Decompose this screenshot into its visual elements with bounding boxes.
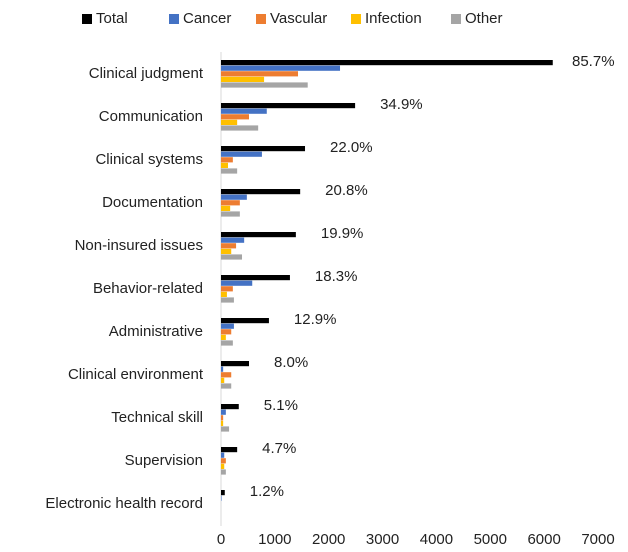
bar — [221, 162, 229, 168]
bar — [221, 146, 306, 152]
annotation: 18.3% — [315, 268, 358, 285]
bar — [221, 60, 553, 66]
bar — [221, 114, 250, 120]
bar — [221, 232, 296, 238]
annotation: 85.7% — [572, 53, 615, 70]
bar — [221, 248, 232, 254]
bar — [221, 340, 233, 346]
bar — [221, 490, 225, 496]
bar — [221, 361, 250, 367]
bar — [221, 205, 231, 211]
annotation: 4.7% — [262, 440, 296, 457]
legend-swatch — [169, 14, 179, 24]
x-tick-label: 3000 — [366, 531, 399, 548]
annotation: 8.0% — [274, 354, 308, 371]
bar — [221, 108, 267, 114]
x-tick-label: 2000 — [312, 531, 345, 548]
legend-label: Infection — [365, 10, 422, 27]
x-tick-label: 5000 — [474, 531, 507, 548]
category-label: Administrative — [109, 323, 203, 340]
bar — [221, 194, 247, 200]
bar — [221, 409, 226, 415]
bar — [221, 372, 232, 378]
bar — [221, 377, 225, 383]
bar — [221, 254, 243, 260]
bar — [221, 452, 225, 458]
bar — [221, 211, 240, 217]
bar — [221, 447, 238, 453]
legend-label: Other — [465, 10, 503, 27]
bar — [221, 76, 265, 82]
category-label: Documentation — [102, 194, 203, 211]
bar — [221, 71, 299, 77]
bar — [221, 200, 240, 206]
category-label: Clinical systems — [95, 151, 203, 168]
annotation: 34.9% — [380, 96, 423, 113]
legend-swatch — [351, 14, 361, 24]
bar — [221, 119, 238, 125]
category-label: Supervision — [125, 452, 203, 469]
bar — [221, 151, 262, 157]
legend-label: Cancer — [183, 10, 231, 27]
bar — [221, 237, 245, 243]
annotation: 19.9% — [321, 225, 364, 242]
bar — [221, 125, 259, 131]
legend-swatch — [451, 14, 461, 24]
bar — [221, 168, 238, 174]
bar — [221, 291, 227, 297]
annotation: 5.1% — [264, 397, 298, 414]
category-label: Communication — [99, 108, 203, 125]
category-label: Clinical environment — [68, 366, 204, 383]
annotation: 20.8% — [325, 182, 368, 199]
bar — [221, 82, 308, 88]
category-label: Clinical judgment — [89, 65, 204, 82]
bar — [221, 383, 232, 389]
bar — [221, 426, 230, 432]
x-tick-label: 7000 — [581, 531, 614, 548]
bar — [221, 404, 239, 410]
category-label: Electronic health record — [45, 495, 203, 512]
bar — [221, 415, 224, 421]
bar — [221, 323, 234, 329]
bar — [221, 495, 222, 501]
bar — [221, 65, 341, 71]
annotation: 22.0% — [330, 139, 373, 156]
bar — [221, 458, 226, 464]
bar — [221, 103, 356, 109]
x-tick-label: 0 — [217, 531, 225, 548]
x-tick-label: 4000 — [420, 531, 453, 548]
bar — [221, 318, 269, 324]
bar — [221, 297, 234, 303]
x-tick-label: 6000 — [527, 531, 560, 548]
legend-swatch — [82, 14, 92, 24]
bar — [221, 334, 226, 340]
bar — [221, 275, 290, 281]
category-label: Behavior-related — [93, 280, 203, 297]
bar — [221, 157, 233, 163]
bar — [221, 286, 233, 292]
category-label: Non-insured issues — [75, 237, 203, 254]
bar — [221, 189, 301, 195]
legend-label: Total — [96, 10, 128, 27]
annotation: 1.2% — [250, 483, 284, 500]
category-label: Technical skill — [111, 409, 203, 426]
bar — [221, 469, 226, 475]
x-tick-label: 1000 — [258, 531, 291, 548]
bar — [221, 366, 224, 372]
annotation: 12.9% — [294, 311, 337, 328]
bar — [221, 280, 253, 286]
legend-label: Vascular — [270, 10, 327, 27]
legend-swatch — [256, 14, 266, 24]
bar — [221, 243, 237, 249]
bar — [221, 463, 225, 469]
bar — [221, 329, 232, 335]
bar — [221, 420, 224, 426]
